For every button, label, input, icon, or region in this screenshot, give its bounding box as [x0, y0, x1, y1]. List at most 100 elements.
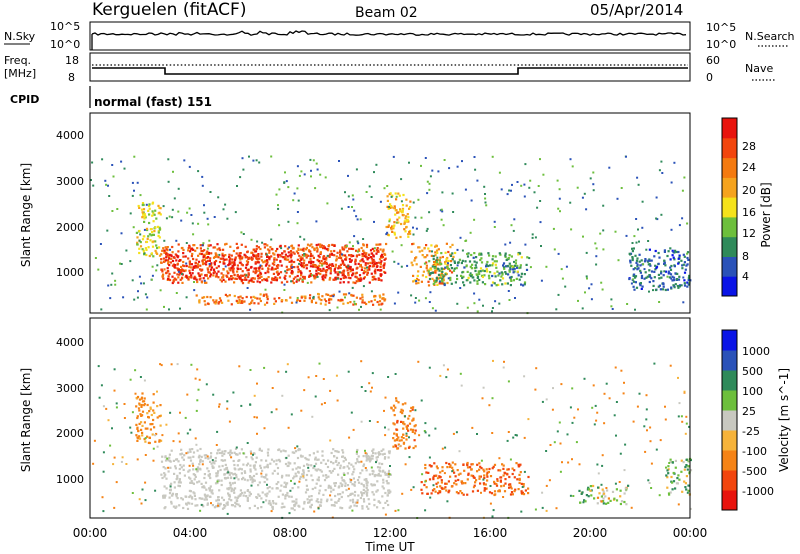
velocity-cell [193, 492, 196, 495]
velocity-cell [353, 483, 356, 486]
power-cell [508, 262, 511, 265]
velocity-cell [102, 405, 105, 408]
power-cell [193, 277, 196, 280]
power-cell [411, 243, 414, 246]
power-cell [561, 277, 564, 280]
velocity-cell [384, 473, 387, 476]
power-cell [168, 253, 171, 256]
power-cell [158, 211, 161, 214]
power-cell [394, 192, 397, 195]
velocity-colorbar-segment [722, 410, 737, 431]
power-cbar-tick-4: 4 [742, 270, 749, 283]
velocity-cell [102, 470, 105, 473]
velocity-cell [335, 456, 339, 459]
velocity-cell [293, 462, 296, 465]
power-cell [590, 298, 593, 301]
power-cell [258, 266, 261, 269]
power-cell [592, 183, 595, 186]
velocity-cell [387, 503, 390, 507]
power-cell [640, 274, 644, 277]
power-cell [442, 277, 445, 280]
velocity-cell [386, 482, 389, 485]
power-cell [125, 249, 128, 252]
power-cell [349, 260, 352, 263]
velocity-cell [386, 473, 389, 476]
velocity-cell [310, 495, 313, 498]
power-cell [205, 252, 209, 255]
power-cell [388, 205, 391, 208]
power-cell [235, 277, 238, 280]
velocity-cell [387, 471, 390, 474]
velocity-cell [232, 391, 235, 394]
velocity-cell [381, 453, 384, 456]
power-cell [481, 275, 484, 279]
velocity-cell [215, 505, 218, 508]
velocity-cell [270, 411, 273, 414]
power-cell [208, 265, 211, 268]
velocity-cell [248, 491, 251, 494]
power-cell [349, 267, 352, 270]
power-cell [266, 244, 269, 247]
power-cell [228, 256, 231, 259]
velocity-cell [275, 408, 278, 411]
velocity-cell [424, 431, 427, 434]
power-cell [387, 225, 390, 228]
velocity-cell [192, 455, 195, 458]
velocity-cell [196, 368, 199, 371]
power-cell [167, 262, 170, 265]
power-cell [145, 203, 148, 206]
power-cell [398, 216, 401, 219]
power-cell [453, 267, 456, 270]
power-cell [244, 276, 247, 279]
velocity-cell [281, 502, 284, 505]
power-cell [412, 226, 414, 229]
power-cell [670, 181, 673, 184]
velocity-cell [366, 488, 369, 492]
velocity-cell [176, 363, 179, 366]
velocity-cell [179, 481, 182, 484]
velocity-cell [252, 464, 255, 467]
power-cell [479, 267, 483, 270]
power-cell [217, 196, 220, 199]
power-cell [670, 286, 673, 289]
power-cell [142, 282, 145, 285]
velocity-cell [683, 468, 686, 471]
freq-tick-top: 18 [65, 54, 79, 67]
velocity-cell [553, 441, 556, 444]
velocity-cell [524, 489, 527, 492]
velocity-cell [688, 459, 691, 462]
power-cell [316, 275, 319, 278]
power-cell [405, 198, 408, 201]
power-cell [312, 265, 315, 268]
velocity-cell [181, 456, 184, 459]
power-cell [256, 274, 259, 277]
velocity-cell [334, 501, 337, 504]
power-cell [315, 162, 318, 165]
power-cell [364, 253, 367, 256]
velocity-cell [316, 458, 319, 461]
power-cell [324, 273, 327, 276]
power-cell [362, 277, 365, 280]
velocity-cell [280, 476, 284, 479]
velocity-cell [282, 449, 285, 452]
power-cell [493, 226, 496, 228]
power-cell [378, 258, 382, 261]
velocity-cell [229, 486, 232, 489]
power-cell [160, 258, 163, 261]
velocity-cell [412, 446, 415, 450]
power-cell [165, 251, 168, 254]
power-cell [655, 217, 658, 220]
velocity-cell [603, 492, 606, 495]
power-cell [319, 268, 322, 271]
power-cell [328, 309, 331, 312]
velocity-cell [587, 495, 590, 498]
power-cell [236, 246, 240, 249]
velocity-cell [561, 461, 563, 464]
velocity-cell [545, 509, 548, 512]
velocity-cell [491, 432, 494, 434]
velocity-cell [493, 480, 496, 483]
velocity-cell [377, 472, 380, 476]
velocity-cell [193, 494, 196, 497]
velocity-cell [277, 370, 280, 373]
velocity-cell [293, 451, 296, 454]
